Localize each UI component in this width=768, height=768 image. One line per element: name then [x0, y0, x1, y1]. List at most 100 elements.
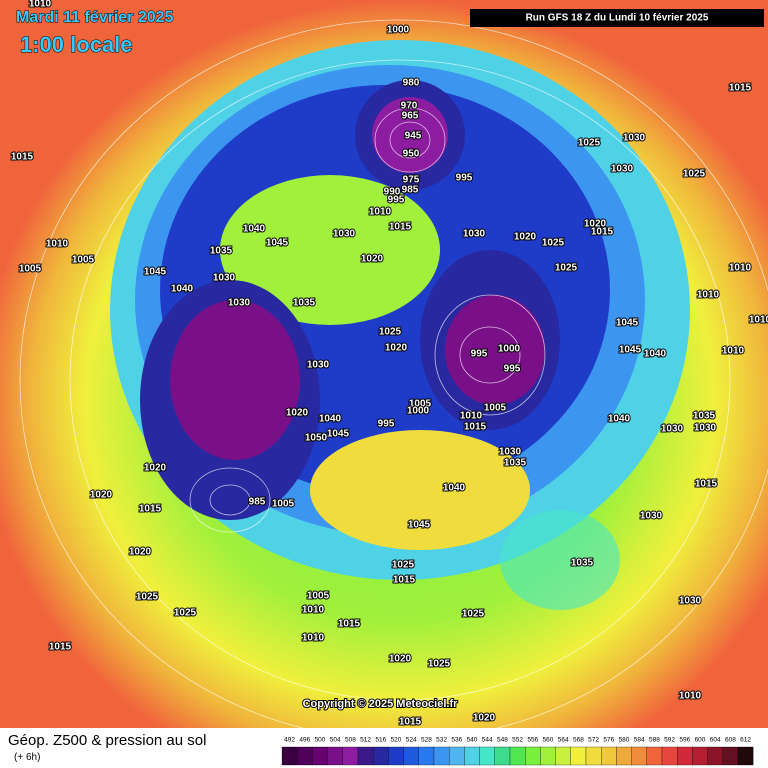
isobar-label: 1020	[584, 219, 607, 230]
isobar-label: 1040	[171, 284, 194, 295]
isobar-label: 1045	[616, 318, 639, 329]
isobar-label: 1010	[697, 290, 720, 301]
isobar-label: 965	[402, 111, 419, 122]
scale-label: 580	[619, 737, 630, 744]
isobar-label: 1025	[174, 608, 197, 619]
isobar-label: 1020	[144, 463, 167, 474]
isobar-label: 1010	[29, 0, 52, 10]
isobar-label: 1010	[679, 691, 702, 702]
isobar-label: 1020	[90, 490, 113, 501]
scale-label: 504	[330, 737, 341, 744]
isobar-label: 1040	[644, 349, 667, 360]
scale-label: 588	[649, 737, 660, 744]
isobar-label: 995	[378, 419, 395, 430]
scale-swatch	[403, 746, 419, 766]
isobar-label: 1015	[399, 717, 422, 728]
isobar-label: 1015	[338, 619, 361, 630]
isobar-label: 1035	[210, 246, 233, 257]
map-zone	[445, 295, 545, 405]
scale-label: 492	[284, 737, 295, 744]
scale-label: 512	[360, 737, 371, 744]
isobar-label: 1010	[729, 263, 752, 274]
isobar-label: 975	[403, 175, 420, 186]
scale-label: 564	[558, 737, 569, 744]
isobar-label: 995	[504, 364, 521, 375]
scale-label: 544	[482, 737, 493, 744]
isobar-label: 1005	[484, 403, 507, 414]
isobar-label: 1025	[542, 238, 565, 249]
isobar-label: 990	[384, 187, 401, 198]
scale-label: 500	[315, 737, 326, 744]
scale-label: 548	[497, 737, 508, 744]
isobar-label: 1030	[499, 447, 522, 458]
scale-label: 592	[664, 737, 675, 744]
isobar-label: 1030	[623, 133, 646, 144]
scale-swatch	[342, 746, 359, 766]
time-label: 1:00 locale	[20, 32, 133, 57]
isobar-label: 1045	[144, 267, 167, 278]
copyright: Copyright © 2025 Meteociel.fr	[303, 698, 459, 710]
isobar-label: 1005	[72, 255, 95, 266]
scale-swatch	[616, 746, 632, 766]
isobar-label: 1010	[460, 411, 483, 422]
isobar-label: 1000	[498, 344, 521, 355]
isobar-label: 1005	[307, 591, 330, 602]
isobar-label: 1030	[463, 229, 486, 240]
isobar-label: 1045	[408, 520, 431, 531]
scale-swatch	[373, 746, 389, 766]
scale-swatch	[631, 746, 647, 766]
scale-label: 508	[345, 737, 356, 744]
isobar-label: 1030	[213, 273, 236, 284]
isobar-label: 1025	[578, 138, 601, 149]
scale-swatch	[297, 746, 313, 766]
scale-swatch	[327, 746, 343, 766]
scale-swatch	[661, 746, 678, 766]
isobar-label: 1020	[389, 654, 412, 665]
isobar-label: 1010	[302, 605, 325, 616]
scale-label: 528	[421, 737, 432, 744]
isobar-label: 1015	[729, 83, 752, 94]
isobar-label: 1040	[319, 414, 342, 425]
date-label: Mardi 11 février 2025	[16, 9, 174, 26]
isobar-label: 1035	[293, 298, 316, 309]
scale-label: 572	[588, 737, 599, 744]
isobar-label: 1025	[379, 327, 402, 338]
scale-label: 516	[375, 737, 386, 744]
isobar-label: 1035	[693, 411, 716, 422]
isobar-label: 1020	[385, 343, 408, 354]
scale-label: 608	[725, 737, 736, 744]
scale-swatch	[540, 746, 556, 766]
isobar-label: 995	[471, 349, 488, 360]
scale-label: 556	[527, 737, 538, 744]
isobar-label: 1005	[272, 499, 295, 510]
isobar-label: 1030	[228, 298, 251, 309]
scale-swatch	[479, 746, 495, 766]
scale-swatch	[525, 746, 541, 766]
isobar-label: 1015	[393, 575, 416, 586]
scale-swatch	[464, 746, 480, 766]
isobar-label: 1030	[307, 360, 330, 371]
isobar-label: 1035	[571, 558, 594, 569]
isobar-label: 1035	[504, 458, 527, 469]
isobar-label: 1020	[473, 713, 496, 724]
scale-label: 576	[603, 737, 614, 744]
isobar-label: 1050	[305, 433, 328, 444]
isobar-label: 945	[405, 131, 422, 142]
isobar-label: 1005	[19, 264, 42, 275]
isobar-label: 1045	[266, 238, 289, 249]
map-zone	[500, 510, 620, 610]
isobar-label: 1040	[443, 483, 466, 494]
isobar-label: 1000	[407, 406, 430, 417]
scale-label: 584	[634, 737, 645, 744]
isobar-label: 1045	[327, 429, 350, 440]
scale-label: 604	[710, 737, 721, 744]
scale-swatch	[449, 746, 465, 766]
map-zone	[310, 430, 530, 550]
isobar-label: 1025	[555, 263, 578, 274]
isobar-label: 1045	[619, 345, 642, 356]
isobar-label: 1015	[695, 479, 718, 490]
scale-label: 496	[299, 737, 310, 744]
scale-swatch	[677, 746, 693, 766]
